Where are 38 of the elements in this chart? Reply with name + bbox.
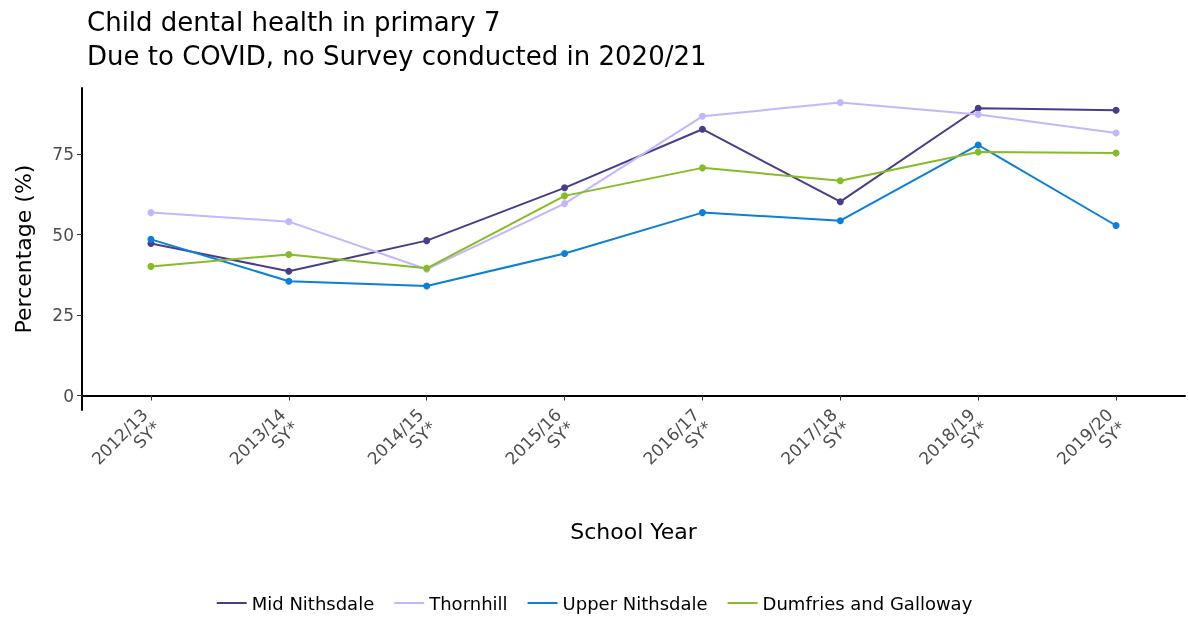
point (561, 250, 569, 258)
point (561, 200, 569, 208)
point (1112, 222, 1120, 229)
legend-label: Dumfries and Galloway (762, 592, 973, 614)
point (423, 237, 431, 245)
point (698, 209, 706, 217)
y-axis-title: Percentage (%) (10, 164, 36, 334)
point (698, 164, 706, 172)
point (423, 282, 431, 290)
point (974, 141, 982, 149)
legend-label: Mid Nithsdale (251, 592, 375, 614)
point (285, 250, 293, 258)
y-tick-label: 25 (52, 305, 74, 326)
point (285, 218, 293, 226)
y-tick-label: 0 (63, 385, 74, 406)
point (836, 177, 844, 185)
point (147, 209, 155, 217)
y-tick-label: 50 (52, 224, 74, 245)
legend-label: Upper Nithsdale (562, 592, 708, 614)
point (698, 112, 706, 120)
y-tick-label: 75 (52, 144, 74, 165)
point (561, 184, 569, 192)
point (147, 235, 155, 243)
legend-label: Thornhill (428, 592, 508, 614)
chart-title: Child dental health in primary 7 (87, 7, 501, 37)
point (561, 192, 569, 200)
point (974, 148, 982, 156)
point (836, 198, 844, 206)
point (698, 125, 706, 133)
point (836, 98, 844, 106)
point (147, 262, 155, 270)
point (285, 267, 293, 275)
x-axis-title: School Year (570, 518, 698, 544)
chart-subtitle: Due to COVID, no Survey conducted in 2020/21 (87, 41, 707, 71)
point (285, 277, 293, 285)
point (1112, 106, 1120, 114)
point (974, 110, 982, 118)
point (836, 217, 844, 225)
